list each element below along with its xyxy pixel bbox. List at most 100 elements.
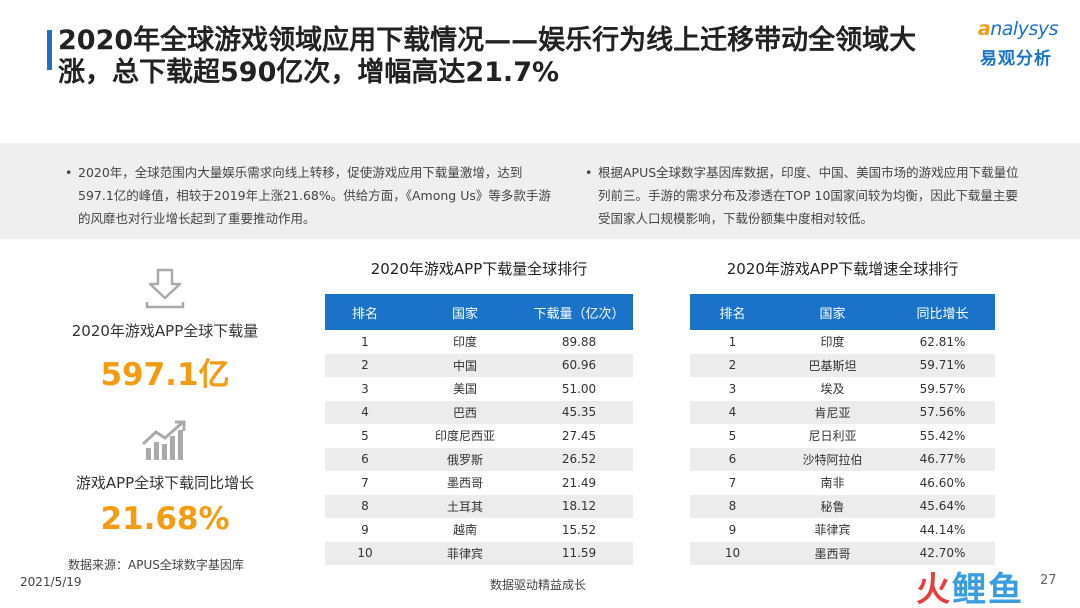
table-cell: 2 xyxy=(690,353,775,377)
footer-slogan: 数据驱动精益成长 xyxy=(490,578,587,592)
title-accent-bar xyxy=(47,30,52,70)
table-cell: 尼日利亚 xyxy=(775,424,890,448)
table-cell: 印度 xyxy=(775,330,890,354)
report-date: 2021/5/19 xyxy=(20,575,82,589)
kpi-downloads-value: 597.1亿 xyxy=(100,357,230,393)
table-row: 1 印度 62.81% xyxy=(690,330,995,354)
table-cell: 1 xyxy=(690,330,775,354)
kpi-downloads-label: 2020年游戏APP全球下载量 xyxy=(71,322,259,340)
table-cell: 9 xyxy=(325,518,405,542)
table-cell: 中国 xyxy=(405,353,525,377)
table-cell: 俄罗斯 xyxy=(405,447,525,471)
table-cell: 4 xyxy=(690,400,775,424)
table-cell: 5 xyxy=(690,424,775,448)
logo-chinese: 易观分析 xyxy=(980,49,1052,69)
page-number: 27 xyxy=(1040,573,1057,588)
table-cell: 27.45 xyxy=(525,424,633,448)
table-cell: 南非 xyxy=(775,471,890,495)
summary-band: • 2020年，全球范围内大量娱乐需求向线上转移，促使游戏应用下载量激增，达到5… xyxy=(0,143,1080,239)
summary-left: • 2020年，全球范围内大量娱乐需求向线上转移，促使游戏应用下载量激增，达到5… xyxy=(65,161,558,230)
table-cell: 21.49 xyxy=(525,471,633,495)
kpi-growth-label: 游戏APP全球下载同比增长 xyxy=(75,474,255,492)
table-cell: 6 xyxy=(325,447,405,471)
table-cell: 89.88 xyxy=(525,330,633,354)
downloads-table: 排名 国家 下载量（亿次） 1 印度 89.88 2 中国 60.96 3 美国 51.00 4 巴… xyxy=(325,294,633,565)
table-row: 2 中国 60.96 xyxy=(325,353,633,377)
table-cell: 60.96 xyxy=(525,353,633,377)
table-row: 5 尼日利亚 55.42% xyxy=(690,424,995,448)
table-cell: 2 xyxy=(325,353,405,377)
table-cell: 57.56% xyxy=(890,400,995,424)
growth-table-title: 2020年游戏APP下载增速全球排行 xyxy=(726,260,959,278)
table-cell: 46.77% xyxy=(890,447,995,471)
table-cell: 墨西哥 xyxy=(775,541,890,565)
table-cell: 肯尼亚 xyxy=(775,400,890,424)
table-row: 5 印度尼西亚 27.45 xyxy=(325,424,633,448)
table-cell: 6 xyxy=(690,447,775,471)
analysys-logo: analysys 易观分析 xyxy=(938,18,1059,70)
brand-watermark-logo: 火鲤鱼 xyxy=(916,570,1024,608)
table-row: 4 巴西 45.35 xyxy=(325,400,633,424)
table-row: 6 俄罗斯 26.52 xyxy=(325,447,633,471)
table-row: 8 土耳其 18.12 xyxy=(325,494,633,518)
table-cell: 46.60% xyxy=(890,471,995,495)
table-cell: 墨西哥 xyxy=(405,471,525,495)
table-cell: 26.52 xyxy=(525,447,633,471)
logo-english: analysys xyxy=(977,18,1059,40)
table-cell: 51.00 xyxy=(525,377,633,401)
table-cell: 4 xyxy=(325,400,405,424)
table-header-row: 排名 国家 下载量（亿次） xyxy=(325,294,633,330)
table-cell: 59.71% xyxy=(890,353,995,377)
table-cell: 45.35 xyxy=(525,400,633,424)
table-cell: 7 xyxy=(690,471,775,495)
download-arrow-icon xyxy=(145,268,185,309)
table-cell: 越南 xyxy=(405,518,525,542)
table-row: 7 墨西哥 21.49 xyxy=(325,471,633,495)
table-cell: 美国 xyxy=(405,377,525,401)
growth-table: 排名 国家 同比增长 1 印度 62.81% 2 巴基斯坦 59.71% 3 埃及 59.57%… xyxy=(690,294,995,565)
table-cell: 8 xyxy=(325,494,405,518)
table-cell: 42.70% xyxy=(890,541,995,565)
bullet-dot-icon: • xyxy=(65,165,73,180)
table-cell: 45.64% xyxy=(890,494,995,518)
table-cell: 7 xyxy=(325,471,405,495)
table-row: 6 沙特阿拉伯 46.77% xyxy=(690,447,995,471)
column-header: 排名 xyxy=(690,294,775,330)
table-header-row: 排名 国家 同比增长 xyxy=(690,294,995,330)
downloads-table-title: 2020年游戏APP下载量全球排行 xyxy=(370,260,588,278)
table-cell: 55.42% xyxy=(890,424,995,448)
table-cell: 秘鲁 xyxy=(775,494,890,518)
table-cell: 10 xyxy=(690,541,775,565)
table-cell: 菲律宾 xyxy=(775,518,890,542)
table-row: 1 印度 89.88 xyxy=(325,330,633,354)
table-row: 2 巴基斯坦 59.71% xyxy=(690,353,995,377)
column-header: 同比增长 xyxy=(890,294,995,330)
table-cell: 沙特阿拉伯 xyxy=(775,447,890,471)
table-row: 10 菲律宾 11.59 xyxy=(325,541,633,565)
table-row: 3 美国 51.00 xyxy=(325,377,633,401)
table-cell: 11.59 xyxy=(525,541,633,565)
table-row: 9 菲律宾 44.14% xyxy=(690,518,995,542)
table-row: 10 墨西哥 42.70% xyxy=(690,541,995,565)
column-header: 排名 xyxy=(325,294,405,330)
table-cell: 土耳其 xyxy=(405,494,525,518)
column-header: 下载量（亿次） xyxy=(525,294,633,330)
table-row: 3 埃及 59.57% xyxy=(690,377,995,401)
table-cell: 15.52 xyxy=(525,518,633,542)
column-header: 国家 xyxy=(405,294,525,330)
table-cell: 8 xyxy=(690,494,775,518)
page-title: 2020年全球游戏领域应用下载情况——娱乐行为线上迁移带动全领域大涨，总下载超5… xyxy=(58,25,917,88)
table-cell: 9 xyxy=(690,518,775,542)
kpi-downloads: 2020年游戏APP全球下载量 597.1亿 xyxy=(30,268,300,394)
table-cell: 印度尼西亚 xyxy=(405,424,525,448)
table-cell: 5 xyxy=(325,424,405,448)
table-cell: 1 xyxy=(325,330,405,354)
table-cell: 3 xyxy=(325,377,405,401)
table-cell: 埃及 xyxy=(775,377,890,401)
kpi-growth: 游戏APP全球下载同比增长 21.68% xyxy=(30,420,300,537)
data-source: 数据来源：APUS全球数字基因库 xyxy=(68,558,244,572)
column-header: 国家 xyxy=(775,294,890,330)
table-cell: 18.12 xyxy=(525,494,633,518)
table-row: 9 越南 15.52 xyxy=(325,518,633,542)
table-cell: 巴基斯坦 xyxy=(775,353,890,377)
